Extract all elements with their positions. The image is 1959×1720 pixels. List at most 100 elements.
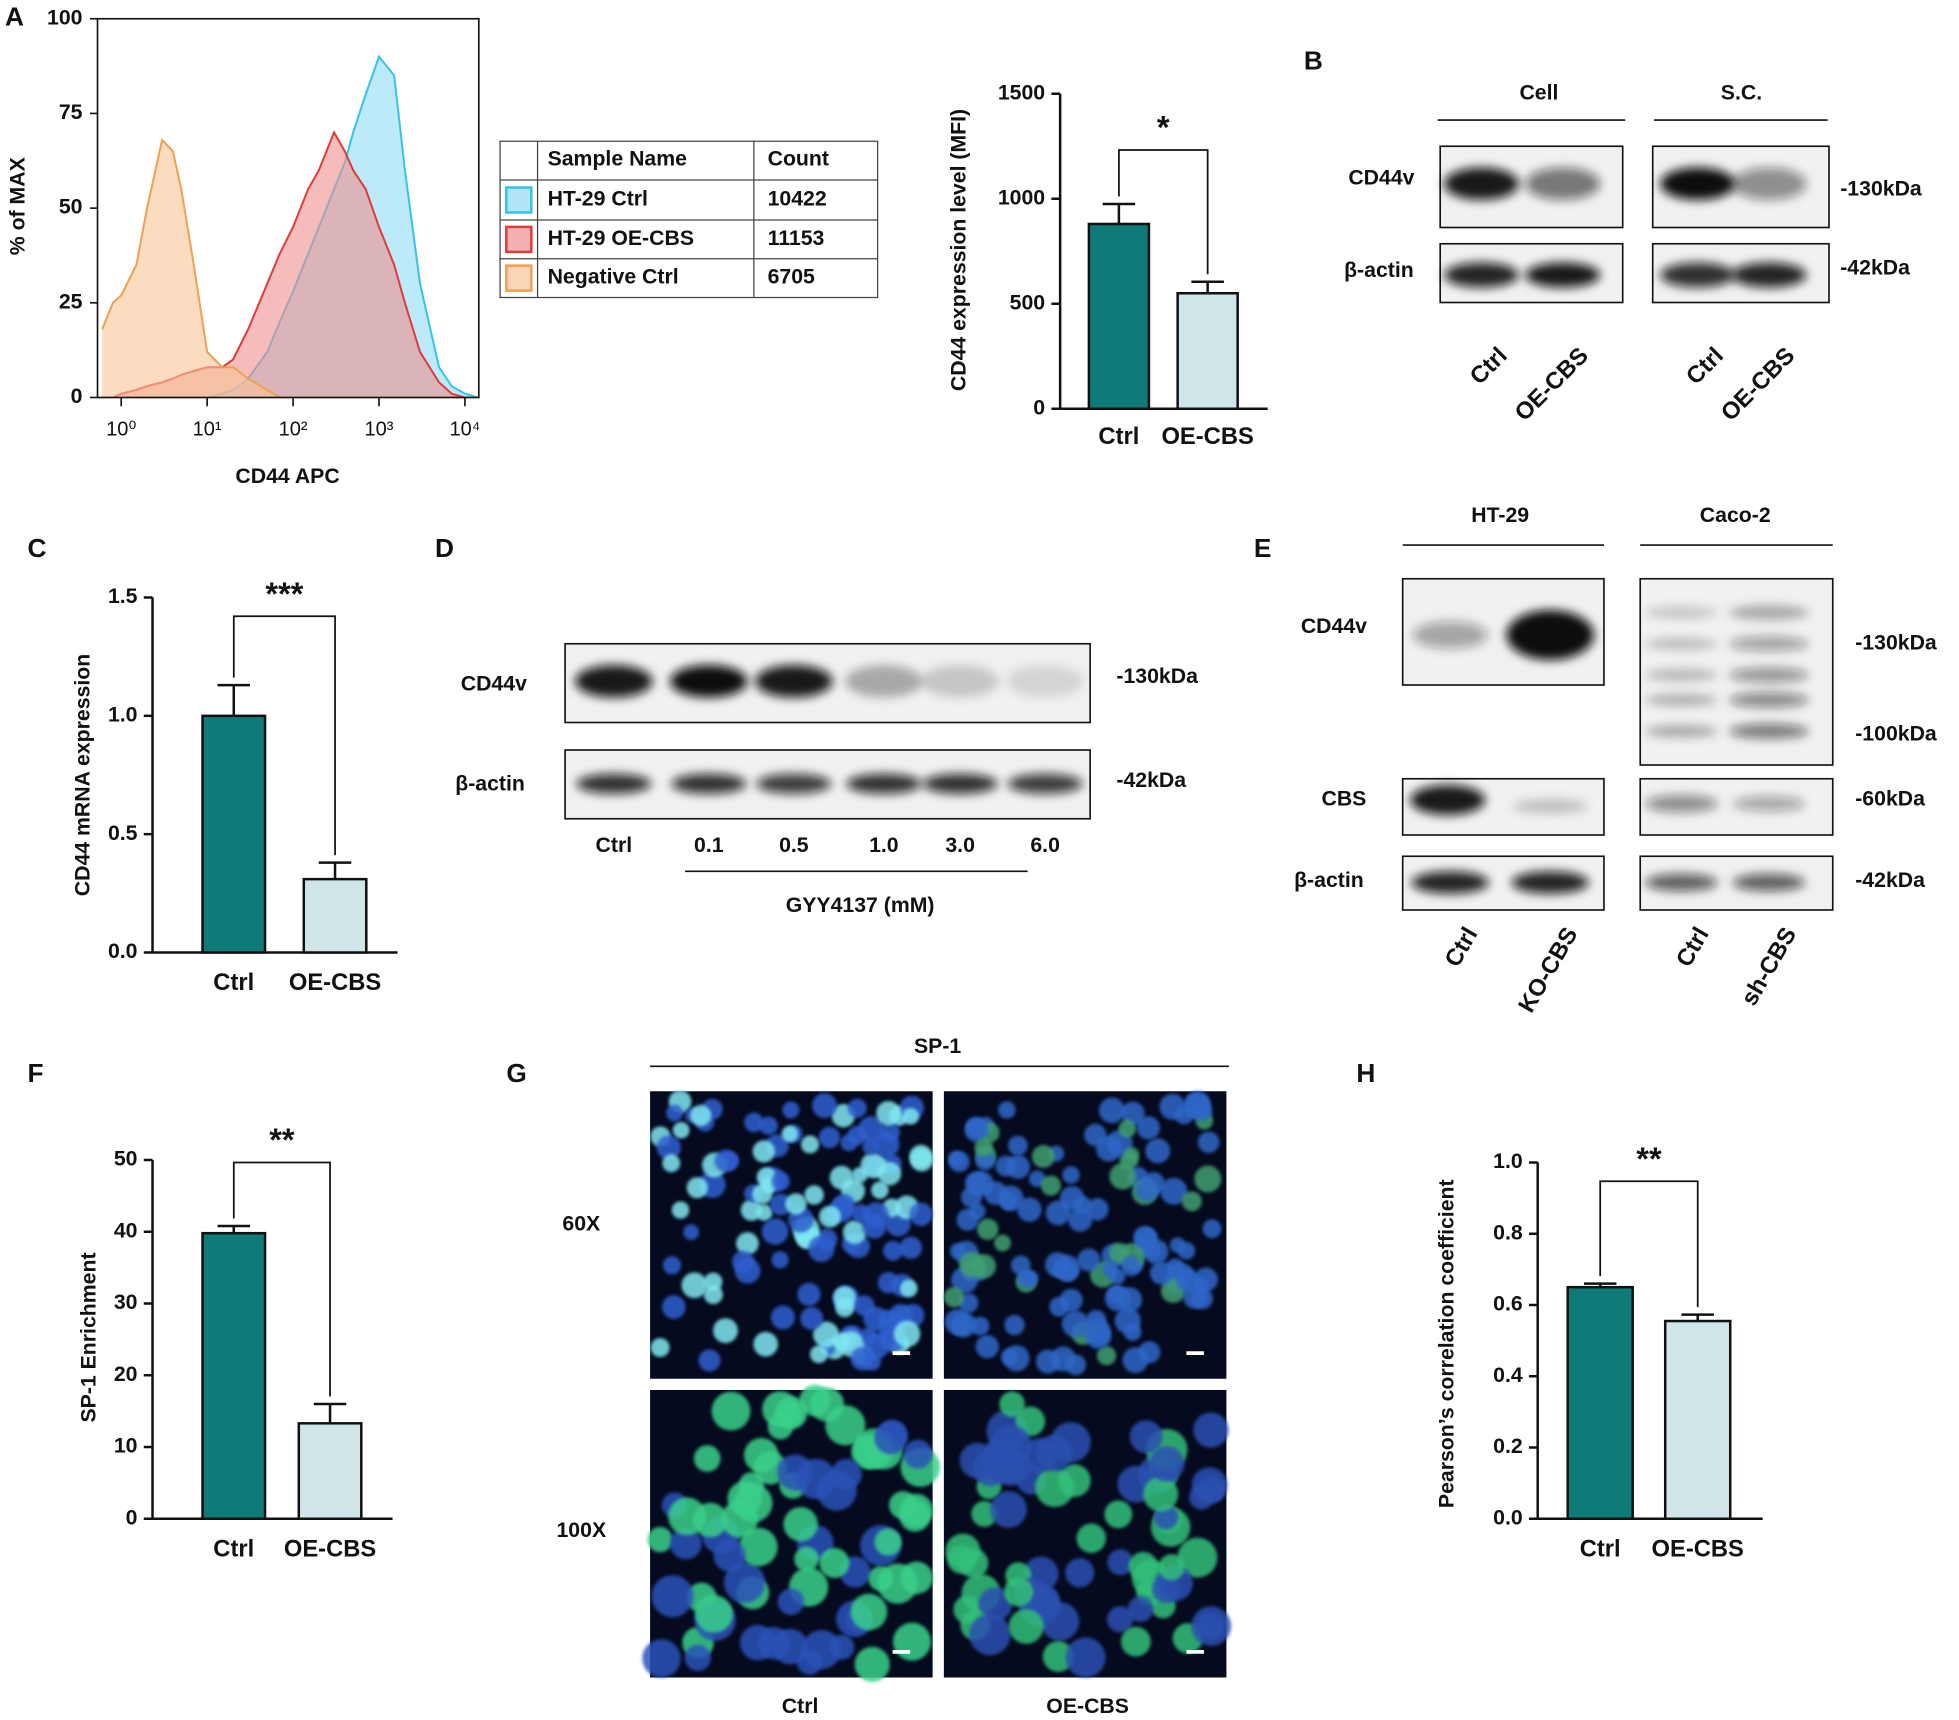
cell bbox=[794, 1546, 819, 1572]
cell bbox=[721, 1500, 759, 1538]
y-tick-label: 50 bbox=[114, 1147, 138, 1171]
cell bbox=[861, 1213, 887, 1239]
cell bbox=[1135, 1177, 1160, 1202]
cell bbox=[949, 1243, 966, 1259]
cell bbox=[797, 1282, 821, 1306]
panel-title: SP-1 bbox=[914, 1034, 961, 1058]
x-axis-label: CD44 APC bbox=[235, 464, 339, 488]
cell bbox=[1017, 1197, 1042, 1222]
lane-label: Ctrl bbox=[1465, 342, 1513, 390]
y-tick-label: 500 bbox=[1010, 290, 1045, 314]
y-tick-label: 0.8 bbox=[1493, 1220, 1523, 1244]
lane-label: 0.1 bbox=[694, 833, 724, 857]
cell bbox=[1102, 1261, 1119, 1278]
cell bbox=[1129, 1420, 1163, 1454]
band bbox=[1645, 725, 1718, 738]
cell bbox=[769, 1193, 792, 1216]
group-label: S.C. bbox=[1721, 80, 1762, 104]
cell bbox=[1127, 1596, 1154, 1622]
band bbox=[1525, 262, 1601, 288]
cell bbox=[1076, 1523, 1107, 1554]
cell bbox=[642, 1639, 681, 1678]
cell bbox=[781, 1125, 799, 1143]
cell bbox=[893, 1622, 932, 1661]
legend-label: HT-29 Ctrl bbox=[548, 187, 648, 211]
panel-letter: D bbox=[435, 533, 454, 563]
lane-label: 6.0 bbox=[1030, 833, 1060, 857]
row-label: β-actin bbox=[1344, 258, 1414, 282]
cell bbox=[683, 1224, 700, 1241]
marker-label: -130kDa bbox=[1116, 664, 1198, 688]
cell bbox=[686, 1177, 708, 1199]
cell bbox=[883, 1240, 903, 1261]
band bbox=[1645, 606, 1718, 619]
cell bbox=[1021, 1269, 1039, 1287]
cell bbox=[948, 1151, 970, 1173]
cell bbox=[840, 1134, 858, 1152]
marker-label: -42kDa bbox=[1116, 768, 1186, 792]
cell bbox=[1158, 1554, 1185, 1581]
cell bbox=[858, 1116, 885, 1143]
cell bbox=[650, 1338, 670, 1358]
lane-label: Ctrl bbox=[1681, 342, 1729, 390]
band bbox=[1525, 167, 1601, 200]
band bbox=[1506, 610, 1594, 660]
cell bbox=[874, 1528, 902, 1556]
cell bbox=[876, 1100, 901, 1126]
cell bbox=[829, 1634, 855, 1660]
cell bbox=[1003, 1577, 1034, 1607]
band bbox=[1443, 262, 1519, 288]
lane-label: sh-CBS bbox=[1736, 923, 1802, 1011]
cell bbox=[808, 1235, 835, 1262]
cell bbox=[1109, 1163, 1136, 1190]
cell bbox=[975, 1335, 999, 1359]
cell bbox=[959, 1442, 996, 1479]
panel-letter: H bbox=[1356, 1058, 1375, 1088]
cell bbox=[819, 1547, 850, 1579]
cell bbox=[744, 1112, 764, 1133]
cell bbox=[1059, 1186, 1085, 1211]
cell bbox=[847, 1098, 867, 1118]
band bbox=[1512, 798, 1588, 814]
bar bbox=[1566, 1285, 1634, 1520]
lane-label: Ctrl bbox=[1671, 923, 1715, 972]
cell bbox=[656, 1135, 681, 1160]
band bbox=[1728, 667, 1809, 683]
y-tick-label: 0.0 bbox=[108, 939, 138, 963]
y-tick-label: 0.6 bbox=[1493, 1292, 1523, 1316]
area-fill bbox=[102, 132, 478, 398]
cell bbox=[909, 1144, 933, 1168]
row-label: 100X bbox=[557, 1518, 607, 1542]
cell bbox=[1145, 1138, 1171, 1164]
cell bbox=[1196, 1612, 1225, 1640]
cell bbox=[1151, 1574, 1181, 1604]
cell bbox=[662, 1154, 681, 1173]
band bbox=[670, 665, 748, 698]
cell bbox=[1122, 1347, 1149, 1373]
cell bbox=[795, 1458, 837, 1500]
bar bbox=[1087, 222, 1151, 410]
cell bbox=[771, 1171, 790, 1191]
legend-swatch bbox=[505, 264, 533, 292]
band bbox=[1645, 668, 1718, 682]
cell bbox=[825, 1405, 866, 1446]
column-label: Ctrl bbox=[782, 1694, 819, 1718]
significance-label: *** bbox=[265, 576, 303, 612]
cell bbox=[1095, 1135, 1122, 1162]
cell bbox=[672, 1121, 690, 1139]
cell bbox=[965, 1116, 987, 1138]
cell bbox=[842, 1220, 867, 1244]
x-tick-label: OE-CBS bbox=[284, 1535, 376, 1562]
y-tick-label: 10 bbox=[114, 1434, 138, 1458]
marker-label: -42kDa bbox=[1840, 255, 1910, 279]
cell bbox=[1160, 1177, 1188, 1205]
cell bbox=[804, 1185, 824, 1205]
band bbox=[845, 665, 923, 698]
cell bbox=[902, 1108, 920, 1125]
y-axis-label: CD44 mRNA expression bbox=[70, 654, 94, 896]
cell bbox=[1077, 1248, 1101, 1272]
band bbox=[1007, 773, 1083, 794]
band bbox=[756, 773, 832, 794]
cell bbox=[782, 1101, 800, 1119]
cell bbox=[1136, 1116, 1161, 1140]
